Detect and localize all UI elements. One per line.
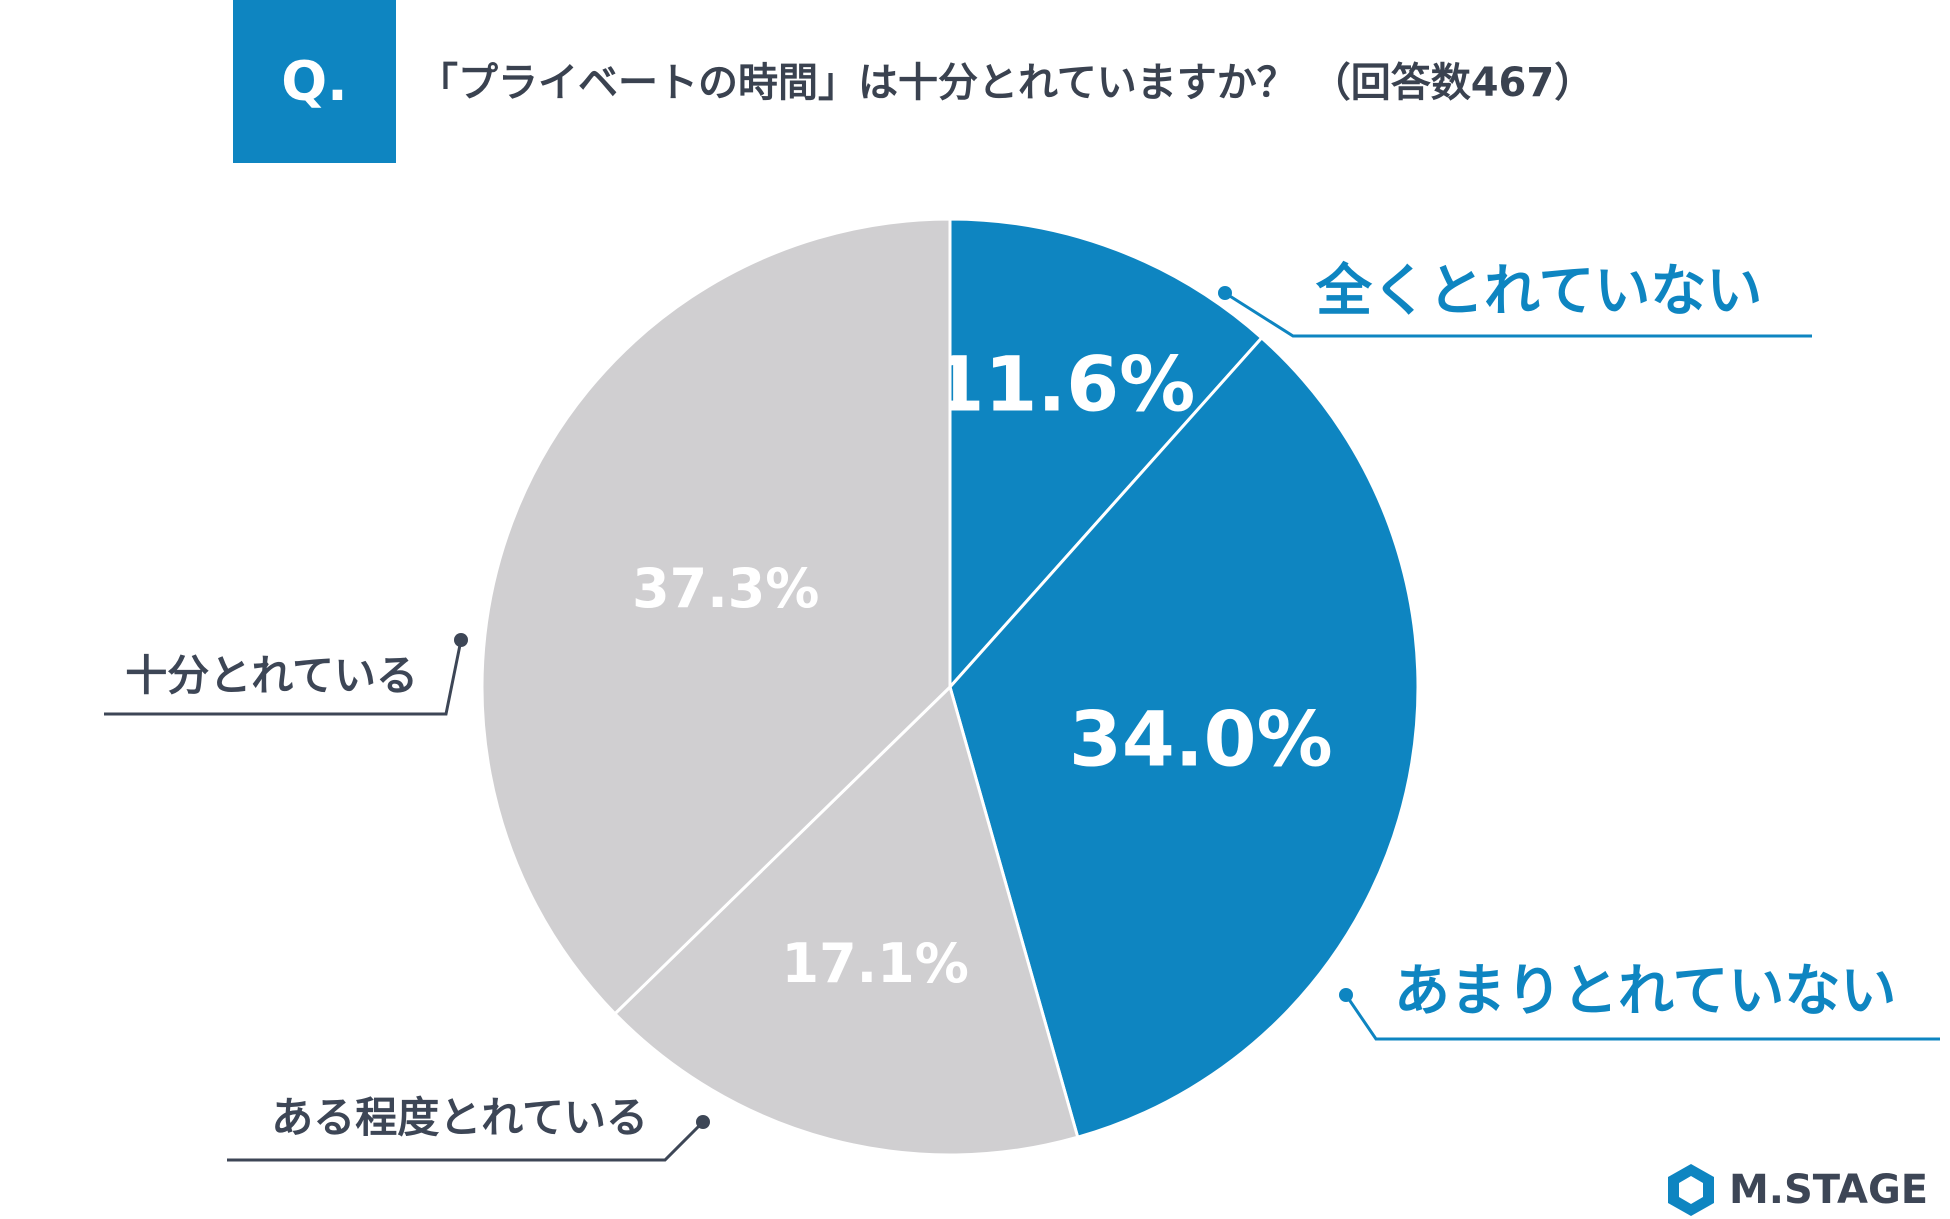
callout-4: 十分とれている bbox=[104, 633, 468, 716]
callout-dot-2 bbox=[1339, 988, 1353, 1002]
brand-logo-text: M.STAGE bbox=[1729, 1167, 1929, 1213]
pie-slice-3 bbox=[612, 684, 1080, 1157]
question-badge-label: Q. bbox=[281, 50, 348, 113]
slice-value-label-1: 11.6% bbox=[932, 340, 1196, 429]
m-stage-hexagon-icon bbox=[1668, 1164, 1714, 1216]
pie-slice-2 bbox=[948, 335, 1420, 1140]
callout-dot-1 bbox=[1218, 286, 1232, 300]
category-label-3: ある程度とれている bbox=[271, 1093, 648, 1142]
question-badge: Q. bbox=[233, 0, 396, 163]
callout-line-4 bbox=[104, 639, 463, 716]
slice-value-label-2: 34.0% bbox=[1069, 695, 1333, 784]
pie-slice-1 bbox=[948, 217, 1264, 691]
callout-line-3 bbox=[227, 1120, 705, 1162]
callout-1: 全くとれていない bbox=[1218, 259, 1812, 338]
chart-title: 「プライベートの時間」は十分とれていますか？ （回答数467） bbox=[418, 60, 1595, 106]
callout-dot-4 bbox=[454, 633, 468, 647]
callout-2: あまりとれていない bbox=[1339, 959, 1940, 1041]
category-label-2: あまりとれていない bbox=[1394, 959, 1896, 1024]
callout-line-2 bbox=[1344, 994, 1940, 1041]
brand-logo: M.STAGE bbox=[1665, 1162, 1928, 1218]
category-label-1: 全くとれていない bbox=[1315, 259, 1762, 324]
callout-line-1 bbox=[1224, 291, 1812, 338]
slice-value-label-3: 17.1% bbox=[782, 932, 969, 995]
slice-value-label-4: 37.3% bbox=[632, 557, 819, 620]
callout-dot-3 bbox=[696, 1115, 710, 1129]
callout-3: ある程度とれている bbox=[227, 1093, 710, 1162]
pie-slice-4 bbox=[480, 217, 952, 1016]
category-label-4: 十分とれている bbox=[125, 651, 418, 700]
